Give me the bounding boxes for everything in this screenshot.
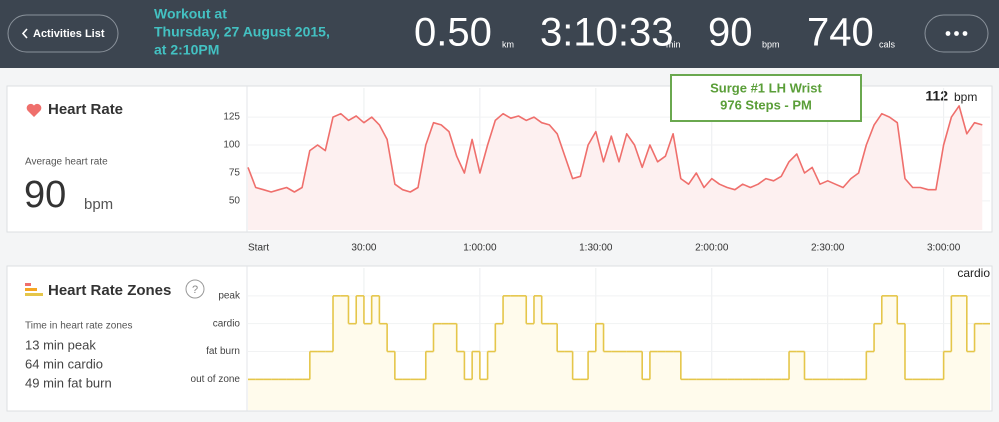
y-tick-label: 75	[229, 168, 241, 179]
summary-value: 90	[24, 174, 66, 216]
area-fill	[248, 105, 983, 230]
stat-value: 740	[807, 11, 874, 55]
x-tick-label: 3:00:00	[927, 243, 961, 254]
zone-summary: 13 min peak	[25, 337, 96, 352]
workout-title: Thursday, 27 August 2015,	[154, 24, 330, 40]
x-tick-label: 30:00	[351, 243, 376, 254]
back-button[interactable]: Activities List	[7, 14, 119, 53]
annotation-text: 976 Steps - PM	[720, 97, 812, 112]
top-bar	[0, 0, 999, 68]
current-unit: bpm	[954, 90, 977, 104]
stat-value: 3:10:33	[540, 11, 673, 55]
dot	[962, 31, 968, 36]
button-outline	[924, 14, 989, 53]
stat-value: 90	[708, 11, 753, 55]
help-circle	[185, 279, 205, 299]
zone-summary: 64 min cardio	[25, 356, 103, 371]
y-tick-label: 100	[223, 140, 240, 151]
stat-unit: bpm	[762, 39, 780, 49]
menu-button[interactable]	[924, 14, 989, 53]
summary-unit: bpm	[84, 196, 113, 213]
x-tick-label: Start	[248, 243, 269, 254]
annotation-box	[670, 74, 862, 122]
plots: Start 30:00 1:00:00 1:30:00 2:00:00 2:30:00 3:…	[191, 88, 990, 410]
dot	[954, 31, 959, 36]
y-tick-label: out of zone	[191, 374, 241, 385]
zone-summary: 49 min fat burn	[25, 375, 112, 390]
chevron-icon	[21, 28, 28, 39]
x-tick-label: 1:00:00	[463, 243, 497, 254]
zone-icon	[25, 283, 31, 286]
y-tick-label: peak	[218, 290, 241, 301]
x-tick-label: 2:00:00	[695, 243, 729, 254]
dot	[945, 31, 951, 36]
button-outline	[7, 14, 119, 53]
y-tick-label: fat burn	[206, 346, 240, 357]
panel-title: Heart Rate Zones	[48, 282, 171, 299]
workout-title: Workout at	[154, 6, 227, 22]
summary-label: Average heart rate	[25, 157, 108, 168]
summary-label: Time in heart rate zones	[25, 321, 132, 332]
stat-value: 0.50	[414, 11, 492, 55]
stat-unit: km	[502, 39, 514, 49]
x-tick-label: 2:30:00	[811, 243, 845, 254]
y-tick-label: 50	[229, 196, 241, 207]
zone-icon	[25, 288, 37, 291]
help-icon[interactable]: ?	[192, 284, 198, 296]
heart-icon	[26, 103, 42, 117]
workout-title: at 2:10PM	[154, 42, 219, 58]
y-tick-label: 125	[223, 112, 240, 123]
panel-title: Heart Rate	[48, 101, 123, 118]
back-label[interactable]: Activities List	[33, 28, 105, 40]
stat-unit: cals	[879, 39, 896, 49]
current-zone: cardio	[957, 266, 990, 280]
annotation-text: Surge #1 LH Wrist	[710, 80, 822, 95]
help-button[interactable]: ?	[185, 279, 205, 299]
heart-rate-line	[247, 105, 983, 193]
y-tick-label: cardio	[213, 318, 241, 329]
stat-unit: min	[666, 39, 681, 49]
current-value: 112	[925, 88, 948, 104]
zone-icon	[25, 293, 43, 296]
x-tick-label: 1:30:00	[579, 243, 613, 254]
